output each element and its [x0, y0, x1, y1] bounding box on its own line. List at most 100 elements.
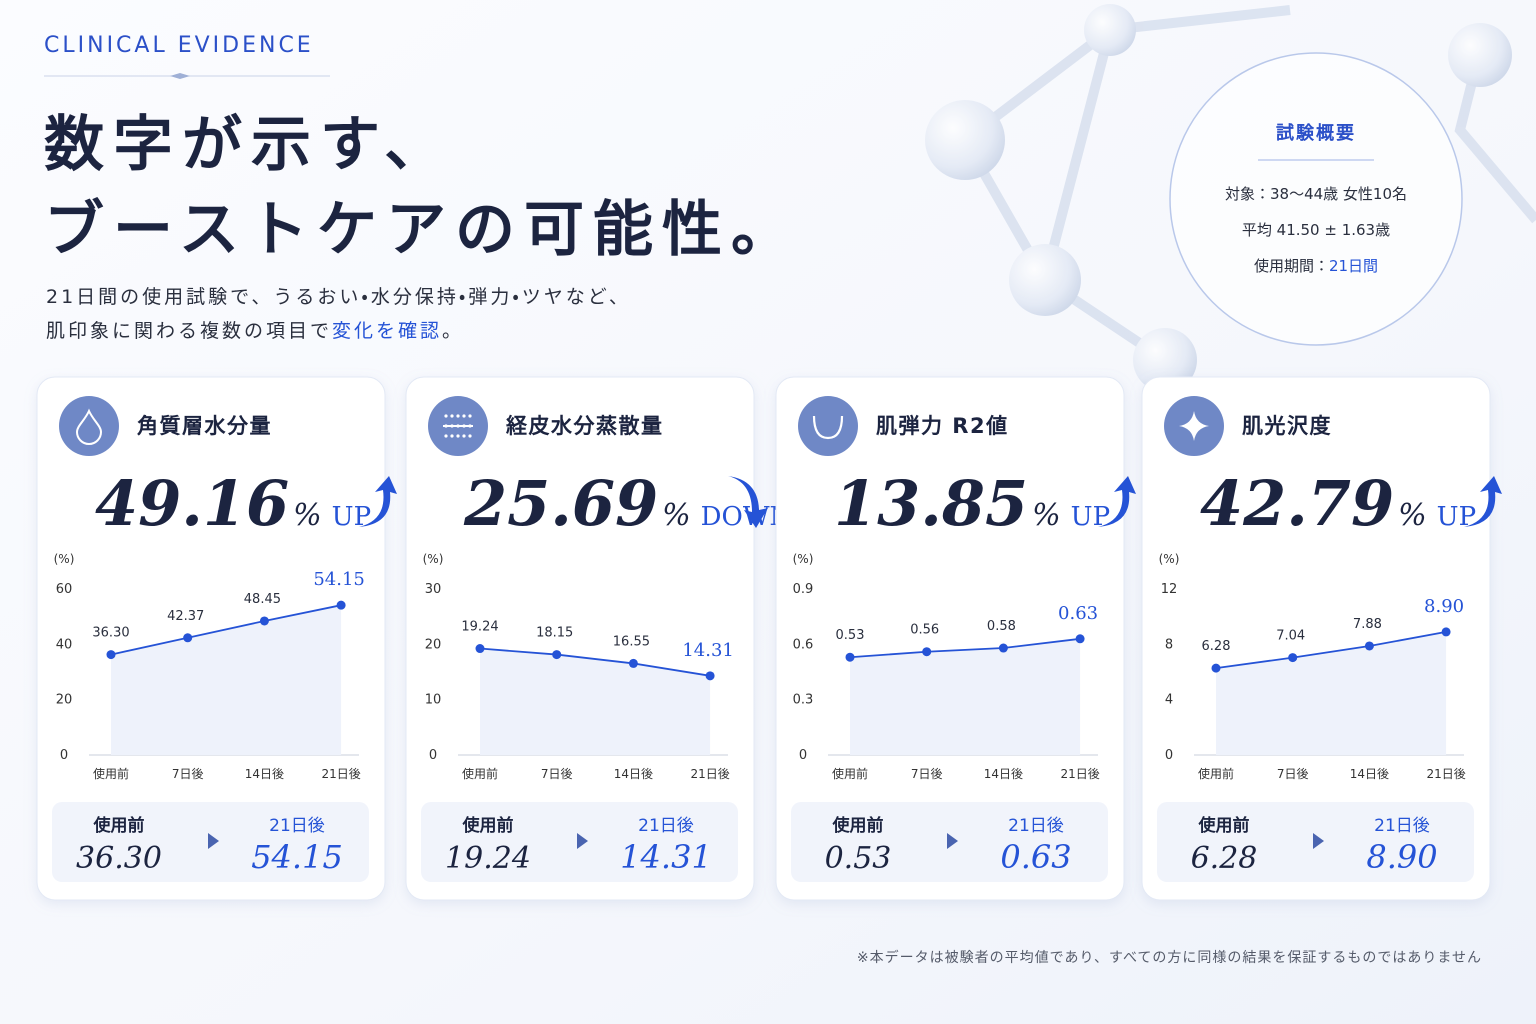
value-label: 36.30 — [92, 626, 129, 641]
compare-after-value: 14.31 — [620, 838, 712, 876]
compare-arrow — [577, 833, 588, 849]
y-tick-label: 12 — [1161, 582, 1178, 597]
icon-sparkle — [1179, 411, 1209, 441]
compare-before-value: 19.24 — [445, 841, 531, 876]
compare-before-label: 使用前 — [1198, 815, 1250, 836]
compare-before-label: 使用前 — [93, 815, 145, 836]
compare-before-label: 使用前 — [832, 815, 884, 836]
change-unit: % — [1032, 498, 1061, 533]
data-point — [1288, 653, 1298, 663]
y-tick-label: 40 — [56, 637, 73, 652]
icon-dot — [468, 434, 472, 438]
y-tick-label: 0.6 — [793, 637, 814, 652]
data-point — [259, 616, 269, 626]
y-unit: (%) — [54, 552, 75, 566]
x-tick-label: 使用前 — [462, 766, 498, 781]
area-fill — [1216, 631, 1447, 755]
compare-before-value: 0.53 — [825, 841, 892, 876]
x-tick-label: 使用前 — [832, 766, 868, 781]
x-tick-label: 7日後 — [541, 767, 573, 781]
y-tick-label: 30 — [425, 582, 442, 597]
compare-before-label: 使用前 — [462, 815, 514, 836]
data-point — [998, 643, 1008, 653]
value-label: 14.31 — [682, 640, 734, 661]
y-tick-label: 20 — [425, 637, 442, 652]
card-title: 経皮水分蒸散量 — [505, 414, 664, 438]
atom — [1084, 4, 1136, 56]
change-value: 13.85 — [834, 467, 1028, 540]
change-value: 42.79 — [1200, 467, 1394, 540]
lead-highlight: 変化を確認 — [332, 320, 442, 342]
y-tick-label: 20 — [56, 693, 73, 708]
y-unit: (%) — [793, 552, 814, 566]
x-tick-label: 使用前 — [1198, 766, 1234, 781]
value-label: 19.24 — [461, 620, 498, 635]
rule-ornament — [170, 73, 190, 79]
trend-arrow — [728, 476, 768, 528]
compare-arrow — [1313, 833, 1324, 849]
y-tick-label: 0 — [799, 748, 807, 763]
card-title: 肌弾力 R2値 — [876, 414, 1009, 438]
x-tick-label: 14日後 — [614, 767, 653, 781]
change-unit: % — [1398, 498, 1427, 533]
summary-circle — [1169, 52, 1463, 346]
trend-arrow — [1098, 476, 1136, 527]
x-tick-label: 21日後 — [321, 767, 360, 781]
summary-line: 対象：38〜44歳 女性10名 — [1225, 185, 1407, 203]
change-figure: 42.79% UP — [1200, 467, 1476, 540]
data-point — [1364, 641, 1374, 651]
series-line — [849, 637, 1081, 659]
y-unit: (%) — [423, 552, 444, 566]
value-label: 16.55 — [613, 634, 650, 649]
data-point — [628, 658, 638, 668]
value-label: 0.56 — [910, 623, 939, 638]
change-value: 49.16 — [95, 467, 289, 540]
change-unit: % — [662, 498, 691, 533]
icon-dot — [456, 434, 460, 438]
icon-badge — [59, 396, 119, 456]
card-title: 角質層水分量 — [137, 414, 272, 438]
atom — [1009, 244, 1081, 316]
y-tick-label: 0.3 — [793, 693, 814, 708]
headline: ブーストケアの可能性。 — [44, 195, 800, 265]
compare-after-label: 21日後 — [269, 816, 325, 836]
change-direction: UP — [332, 502, 371, 532]
y-tick-label: 10 — [425, 693, 442, 708]
y-tick-label: 0 — [60, 748, 68, 763]
y-tick-label: 8 — [1165, 637, 1173, 652]
y-tick-label: 0 — [429, 748, 437, 763]
y-tick-label: 60 — [56, 582, 73, 597]
value-label: 0.63 — [1058, 603, 1098, 624]
icon-dot — [462, 434, 466, 438]
compare-arrow — [208, 833, 219, 849]
change-figure: 49.16% UP — [95, 467, 371, 540]
card: 角質層水分量 49.16% UP (%) 0 20 40 60 36.30 使用前 42.37 7日後… — [36, 376, 397, 901]
value-label: 42.37 — [167, 609, 204, 624]
y-unit: (%) — [1159, 552, 1180, 566]
card: 肌弾力 R2値 13.85% UP (%) 0 0.3 0.6 0.9 0.53 使用前 0.56 7… — [775, 376, 1136, 901]
summary-part: 21日間 — [1329, 257, 1378, 275]
card-panel — [1141, 376, 1491, 901]
area-fill — [480, 648, 711, 755]
icon-dot — [450, 434, 454, 438]
lead-text: 21日間の使用試験で、うるおい・水分保持・弾力・ツヤなど、 — [46, 286, 631, 308]
card-title: 肌光沢度 — [1242, 414, 1332, 438]
compare-after-value: 8.90 — [1366, 838, 1437, 876]
data-point — [1441, 627, 1451, 637]
data-point — [922, 647, 932, 657]
area-fill — [850, 638, 1081, 755]
value-label: 0.53 — [836, 628, 865, 643]
compare-after-value: 54.15 — [251, 838, 343, 876]
trend-arrow — [1464, 476, 1502, 527]
icon-dot — [462, 414, 466, 418]
series-line — [110, 604, 342, 656]
summary-line: 使用期間：21日間 — [1254, 257, 1378, 275]
data-point — [336, 600, 346, 610]
icon-dot — [444, 414, 448, 418]
data-point — [1075, 634, 1085, 644]
y-tick-label: 4 — [1165, 693, 1173, 708]
atom — [925, 100, 1005, 180]
data-point — [1211, 663, 1221, 673]
icon-curve — [812, 415, 844, 440]
